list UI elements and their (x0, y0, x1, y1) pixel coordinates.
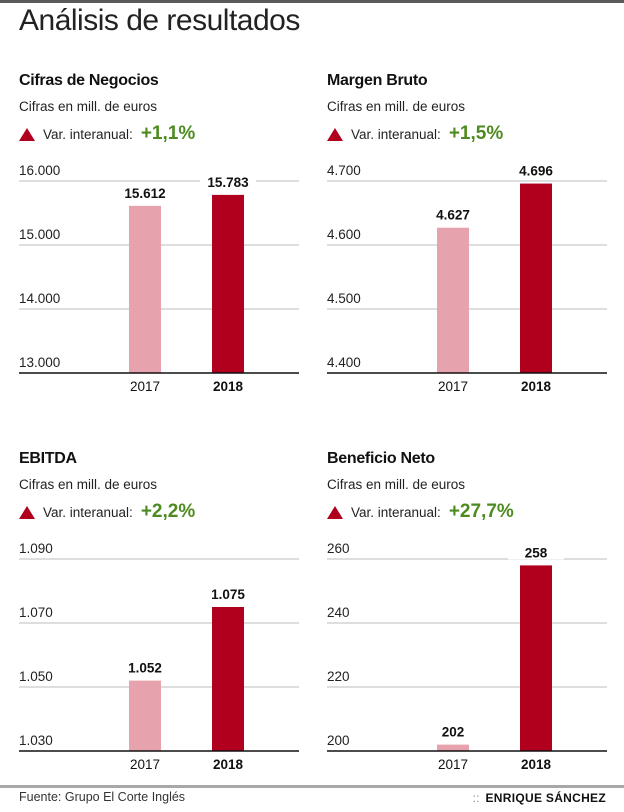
y-tick-label: 1.050 (19, 669, 53, 684)
x-tick-label: 2018 (521, 379, 552, 394)
up-triangle-icon (327, 505, 343, 519)
panel-margen-bruto: Margen Bruto Cifras en mill. de euros Va… (327, 72, 624, 412)
y-tick-label: 4.600 (327, 227, 361, 242)
value-label: 15.612 (124, 186, 165, 201)
variation-value: +27,7% (448, 501, 514, 522)
bar-2018 (520, 183, 552, 373)
panel-cifras-negocios: Cifras de Negocios Cifras en mill. de eu… (19, 72, 319, 412)
variation-label: Var. interanual: (43, 126, 133, 142)
y-tick-label: 13.000 (19, 355, 60, 370)
panel-subtitle: Cifras en mill. de euros (327, 477, 466, 492)
variation-label: Var. interanual: (43, 504, 133, 520)
x-tick-label: 2017 (438, 757, 468, 772)
bar-chart-beneficio-neto: 200 220 240 260 202 258 2017 2018 (327, 541, 607, 772)
variation-label: Var. interanual: (351, 126, 441, 142)
y-tick-label: 260 (327, 541, 350, 556)
bar-2017 (129, 205, 161, 373)
panel-subtitle: Cifras en mill. de euros (327, 99, 466, 114)
bar-chart-ebitda: 1.030 1.050 1.070 1.090 1.052 1.075 2017 2018 (19, 541, 299, 772)
y-tick-label: 4.400 (327, 355, 361, 370)
y-tick-label: 1.070 (19, 605, 53, 620)
x-tick-label: 2018 (213, 757, 244, 772)
footer-rule (0, 785, 624, 788)
y-tick-label: 1.030 (19, 733, 53, 748)
author-credit: :: ENRIQUE SÁNCHEZ (473, 791, 606, 805)
author-prefix: :: (472, 791, 480, 805)
bar-chart-cifras-negocios: 13.000 14.000 15.000 16.000 15.612 15.783 2017… (19, 163, 299, 394)
variation-value: +2,2% (140, 501, 196, 522)
value-label-backdrop (117, 183, 173, 200)
y-tick-label: 4.500 (327, 291, 361, 306)
variation-row: Var. interanual: +27,7% (327, 501, 514, 523)
panel-title: Margen Bruto (327, 72, 428, 89)
bar-2018 (212, 194, 244, 373)
up-triangle-icon (19, 127, 35, 141)
value-label-backdrop (200, 172, 256, 189)
panel-title: Cifras de Negocios (19, 72, 159, 89)
bar-2018 (520, 565, 552, 751)
value-label: 202 (442, 725, 465, 740)
value-label-backdrop (508, 543, 564, 560)
panel-beneficio-neto: Beneficio Neto Cifras en mill. de euros … (327, 450, 624, 790)
value-label: 15.783 (207, 175, 249, 190)
variation-row: Var. interanual: +1,5% (327, 123, 503, 145)
up-triangle-icon (19, 505, 35, 519)
y-tick-label: 16.000 (19, 163, 60, 178)
x-tick-label: 2017 (130, 757, 160, 772)
variation-label: Var. interanual: (351, 504, 441, 520)
panel-subtitle: Cifras en mill. de euros (19, 99, 158, 114)
value-label-backdrop (508, 161, 564, 178)
y-tick-label: 15.000 (19, 227, 60, 242)
value-label: 1.052 (128, 661, 162, 676)
x-tick-label: 2018 (521, 757, 552, 772)
panel-ebitda: EBITDA Cifras en mill. de euros Var. int… (19, 450, 319, 790)
y-tick-label: 4.700 (327, 163, 361, 178)
source-credit: Fuente: Grupo El Corte Inglés (19, 790, 186, 804)
panel-title: EBITDA (19, 450, 77, 467)
variation-value: +1,1% (140, 123, 196, 144)
value-label-backdrop (425, 722, 481, 739)
bar-2017 (437, 227, 469, 373)
top-rule (0, 0, 624, 3)
value-label: 4.696 (519, 164, 553, 179)
bar-2017 (437, 744, 469, 751)
bar-2017 (129, 680, 161, 751)
y-tick-label: 220 (327, 669, 350, 684)
x-tick-label: 2018 (213, 379, 244, 394)
y-tick-label: 1.090 (19, 541, 53, 556)
value-label: 4.627 (436, 208, 470, 223)
value-label-backdrop (117, 658, 173, 675)
value-label-backdrop (200, 585, 256, 601)
author-name: ENRIQUE SÁNCHEZ (485, 791, 606, 805)
panel-title: Beneficio Neto (327, 450, 435, 467)
bar-chart-margen-bruto: 4.400 4.500 4.600 4.700 4.627 4.696 2017 2018 (327, 161, 607, 394)
value-label-backdrop (425, 205, 481, 222)
x-tick-label: 2017 (130, 379, 160, 394)
value-label: 258 (525, 545, 548, 560)
up-triangle-icon (327, 127, 343, 141)
variation-value: +1,5% (448, 123, 504, 144)
y-tick-label: 14.000 (19, 291, 60, 306)
variation-row: Var. interanual: +1,1% (19, 123, 195, 145)
page-title: Análisis de resultados (19, 4, 300, 37)
bar-2018 (212, 607, 244, 751)
y-tick-label: 200 (327, 733, 350, 748)
x-tick-label: 2017 (438, 379, 468, 394)
y-tick-label: 240 (327, 605, 350, 620)
panel-subtitle: Cifras en mill. de euros (19, 477, 158, 492)
value-label: 1.075 (211, 587, 245, 602)
variation-row: Var. interanual: +2,2% (19, 501, 195, 523)
